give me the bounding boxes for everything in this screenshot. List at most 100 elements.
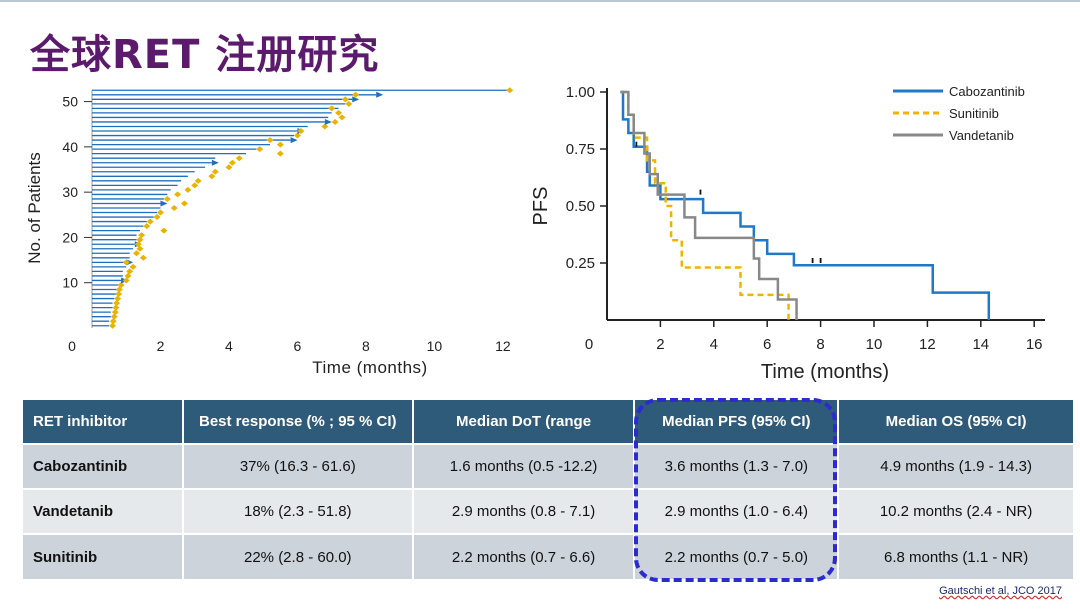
response-diamond (110, 313, 118, 320)
citation: Gautschi et al, JCO 2017 (939, 585, 1062, 597)
cell-median-dot: 2.2 months (0.7 - 6.6) (412, 533, 636, 579)
ret-inhibitor-table: RET inhibitor Best response (% ; 95 % CI… (23, 400, 1075, 579)
response-diamond (124, 272, 132, 279)
cell-median-os: 10.2 months (2.4 - NR) (838, 488, 1075, 534)
response-diamond (211, 168, 219, 175)
header-best-response: Best response (% ; 95 % CI) (182, 400, 414, 444)
response-diamond (338, 114, 346, 121)
swimmer-x-tick-label: 12 (495, 338, 511, 354)
legend-label-vandetanib: Vandetanib (949, 128, 1014, 143)
cell-median-os: 4.9 months (1.9 - 14.3) (838, 443, 1075, 489)
response-diamond (139, 254, 147, 261)
response-diamond (276, 150, 284, 157)
response-diamond (184, 186, 192, 193)
cell-inhibitor: Cabozantinib (23, 443, 184, 489)
response-diamond (321, 123, 329, 130)
swimmer-y-tick-label: 10 (62, 275, 78, 291)
response-diamond (208, 173, 216, 180)
swimmer-ticks: 0 2 4 6 8 10 12 10 20 30 40 50 (62, 94, 510, 354)
km-censor-marks (635, 141, 822, 263)
response-diamond (136, 245, 144, 252)
response-diamond (136, 236, 144, 243)
response-diamond (293, 132, 301, 139)
response-diamond (143, 223, 151, 230)
cell-inhibitor: Sunitinib (23, 533, 184, 579)
header-median-os: Median OS (95% CI) (838, 400, 1075, 444)
response-diamond (235, 155, 243, 162)
response-diamond (335, 109, 343, 116)
median-pfs-highlight (634, 398, 837, 582)
cell-median-pfs: 2.2 months (0.7 - 5.0) (634, 533, 840, 579)
legend-label-sunitinib: Sunitinib (949, 106, 999, 121)
km-x-tick-label: 12 (919, 336, 936, 353)
response-diamond (191, 182, 199, 189)
ongoing-arrow (290, 137, 298, 144)
km-x-tick-label: 16 (1026, 336, 1043, 353)
cell-median-pfs: 3.6 months (1.3 - 7.0) (634, 443, 840, 489)
response-diamond (266, 137, 274, 144)
km-line-vandetanib (620, 90, 798, 320)
response-diamond (126, 268, 134, 275)
ongoing-arrow (376, 91, 384, 98)
km-x-tick-label: 14 (972, 336, 989, 353)
response-diamond (122, 259, 130, 266)
response-diamond (297, 128, 305, 135)
table-row: Cabozantinib 37% (16.3 - 61.6) 1.6 month… (23, 443, 1075, 489)
response-diamond (133, 250, 141, 257)
response-diamond (225, 164, 233, 171)
ongoing-arrow (211, 159, 219, 166)
response-diamond (111, 309, 119, 316)
km-x-tick-label: 4 (710, 336, 718, 353)
response-diamond (114, 295, 122, 302)
response-diamond (109, 322, 117, 329)
response-diamond (113, 300, 121, 307)
ongoing-arrow (324, 118, 332, 125)
response-diamond (256, 146, 264, 153)
top-divider (0, 0, 1080, 2)
response-diamond (109, 318, 117, 325)
response-diamond (138, 232, 146, 239)
table-row: Vandetanib 18% (2.3 - 51.8) 2.9 months (… (23, 488, 1075, 534)
ongoing-arrow (352, 96, 360, 103)
swimmer-bars (92, 87, 514, 329)
response-diamond (160, 227, 168, 234)
swimmer-y-tick-label: 30 (62, 184, 78, 200)
pfs-km-chart: 0 2 4 6 8 10 12 14 16 0.25 0.50 0.75 1.00 Cabozantin… (530, 84, 1045, 383)
cell-best-response: 18% (2.3 - 51.8) (182, 488, 414, 534)
response-diamond (153, 214, 161, 221)
swimmer-x-tick-label: 4 (225, 338, 233, 354)
cell-median-pfs: 2.9 months (1.0 - 6.4) (634, 488, 840, 534)
km-line-sunitinib (620, 90, 790, 320)
response-diamond (506, 87, 514, 94)
km-y-tick-label: 1.00 (566, 84, 595, 101)
km-y-tick-label: 0.50 (566, 198, 595, 215)
response-diamond (180, 200, 188, 207)
response-diamond (156, 209, 164, 216)
response-diamond (115, 286, 123, 293)
swimmer-y-axis-label: No. of Patients (25, 152, 44, 264)
km-x-tick-label: 8 (816, 336, 824, 353)
swimmer-x-tick-label: 10 (427, 338, 443, 354)
ongoing-arrow (160, 200, 168, 207)
response-diamond (345, 100, 353, 107)
response-diamond (170, 205, 178, 211)
km-x-tick-label: 2 (656, 336, 664, 353)
legend-label-cabozantinib: Cabozantinib (949, 84, 1025, 99)
header-ret-inhibitor: RET inhibitor (23, 400, 184, 444)
response-diamond (194, 177, 202, 184)
swimmer-y-tick-label: 40 (62, 139, 78, 155)
km-series (620, 90, 991, 320)
km-y-axis-label: PFS (530, 187, 552, 226)
km-x-tick-label: 0 (585, 336, 593, 353)
response-diamond (115, 291, 123, 298)
swimmer-chart: 0 2 4 6 8 10 12 10 20 30 40 50 Time (months) No. of… (25, 87, 514, 377)
response-diamond (352, 91, 360, 98)
table-row: Sunitinib 22% (2.8 - 60.0) 2.2 months (0… (23, 533, 1075, 579)
response-diamond (174, 191, 182, 198)
swimmer-x-tick-label: 2 (157, 338, 165, 354)
response-diamond (134, 241, 142, 248)
table-header-row: RET inhibitor Best response (% ; 95 % CI… (23, 400, 1075, 444)
response-diamond (117, 281, 125, 288)
cell-median-dot: 1.6 months (0.5 -12.2) (412, 443, 636, 489)
response-diamond (341, 96, 349, 103)
